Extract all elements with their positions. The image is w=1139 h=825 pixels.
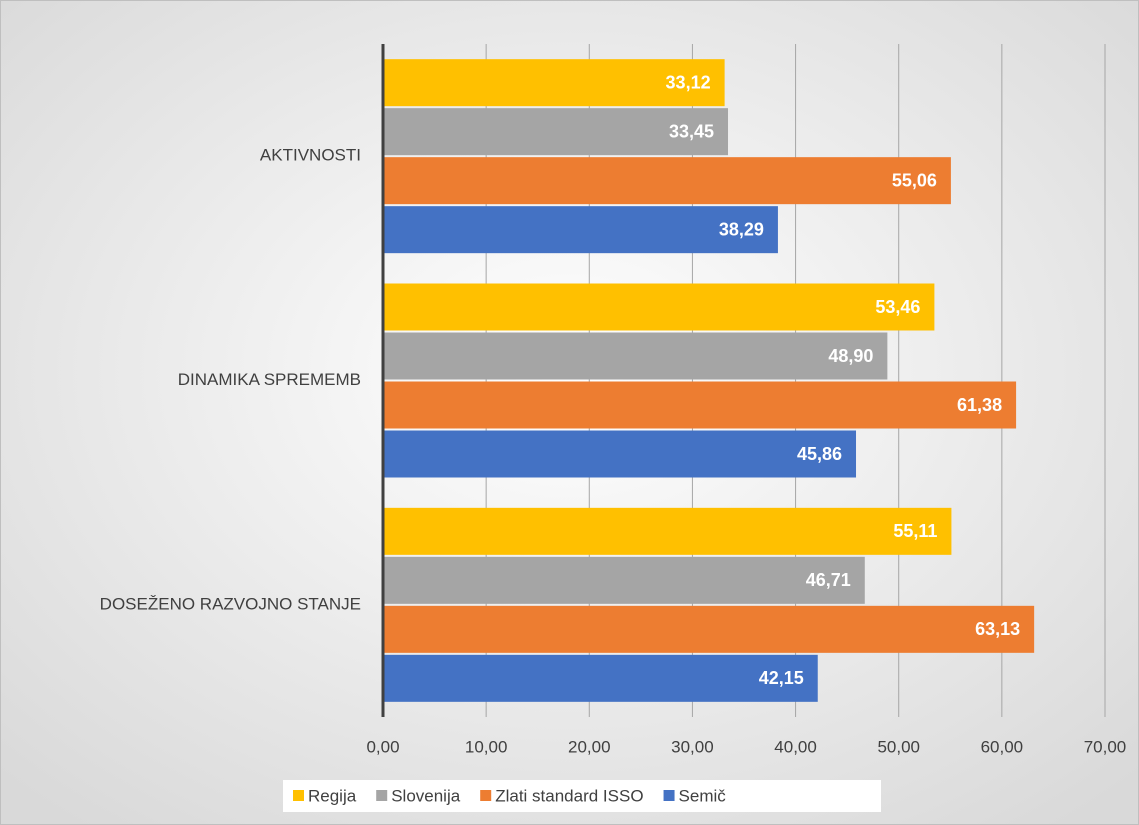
legend-label: Semič <box>679 786 727 805</box>
bar <box>383 507 952 555</box>
data-label: 38,29 <box>719 219 764 239</box>
bar <box>383 556 865 604</box>
legend-label: Slovenija <box>391 786 461 805</box>
legend-swatch <box>293 790 304 801</box>
x-tick-label: 60,00 <box>981 737 1024 756</box>
data-label: 55,06 <box>892 170 937 190</box>
data-label: 55,11 <box>893 521 937 541</box>
data-label: 63,13 <box>975 619 1020 639</box>
x-tick-label: 10,00 <box>465 737 508 756</box>
y-tick-label: DOSEŽENO RAZVOJNO STANJE <box>100 594 361 613</box>
bar <box>383 283 935 331</box>
data-label: 53,46 <box>875 297 920 317</box>
y-tick-label: AKTIVNOSTI <box>260 146 361 165</box>
x-tick-label: 70,00 <box>1084 737 1127 756</box>
data-label: 45,86 <box>797 444 842 464</box>
x-tick-label: 30,00 <box>671 737 714 756</box>
x-tick-label: 40,00 <box>774 737 817 756</box>
legend-swatch <box>376 790 388 801</box>
bar <box>383 206 778 254</box>
legend-swatch <box>480 790 492 801</box>
x-tick-label: 0,00 <box>366 737 399 756</box>
y-tick-label: DINAMIKA SPREMEMB <box>178 370 361 389</box>
legend-label: Regija <box>308 786 357 805</box>
data-label: 33,45 <box>669 121 714 141</box>
legend-label: Zlati standard ISSO <box>495 786 643 805</box>
data-label: 46,71 <box>806 570 851 590</box>
bar <box>383 381 1017 429</box>
data-label: 48,90 <box>828 346 873 366</box>
data-label: 42,15 <box>759 668 804 688</box>
bar <box>383 430 857 478</box>
data-label: 61,38 <box>957 395 1002 415</box>
bar <box>383 332 888 380</box>
bar <box>383 157 951 205</box>
x-tick-label: 50,00 <box>877 737 920 756</box>
bar <box>383 654 818 702</box>
bar <box>383 59 725 107</box>
x-tick-label: 20,00 <box>568 737 611 756</box>
bar <box>383 605 1035 653</box>
data-label: 33,12 <box>666 72 711 92</box>
bar <box>383 108 729 156</box>
legend-swatch <box>663 790 675 801</box>
